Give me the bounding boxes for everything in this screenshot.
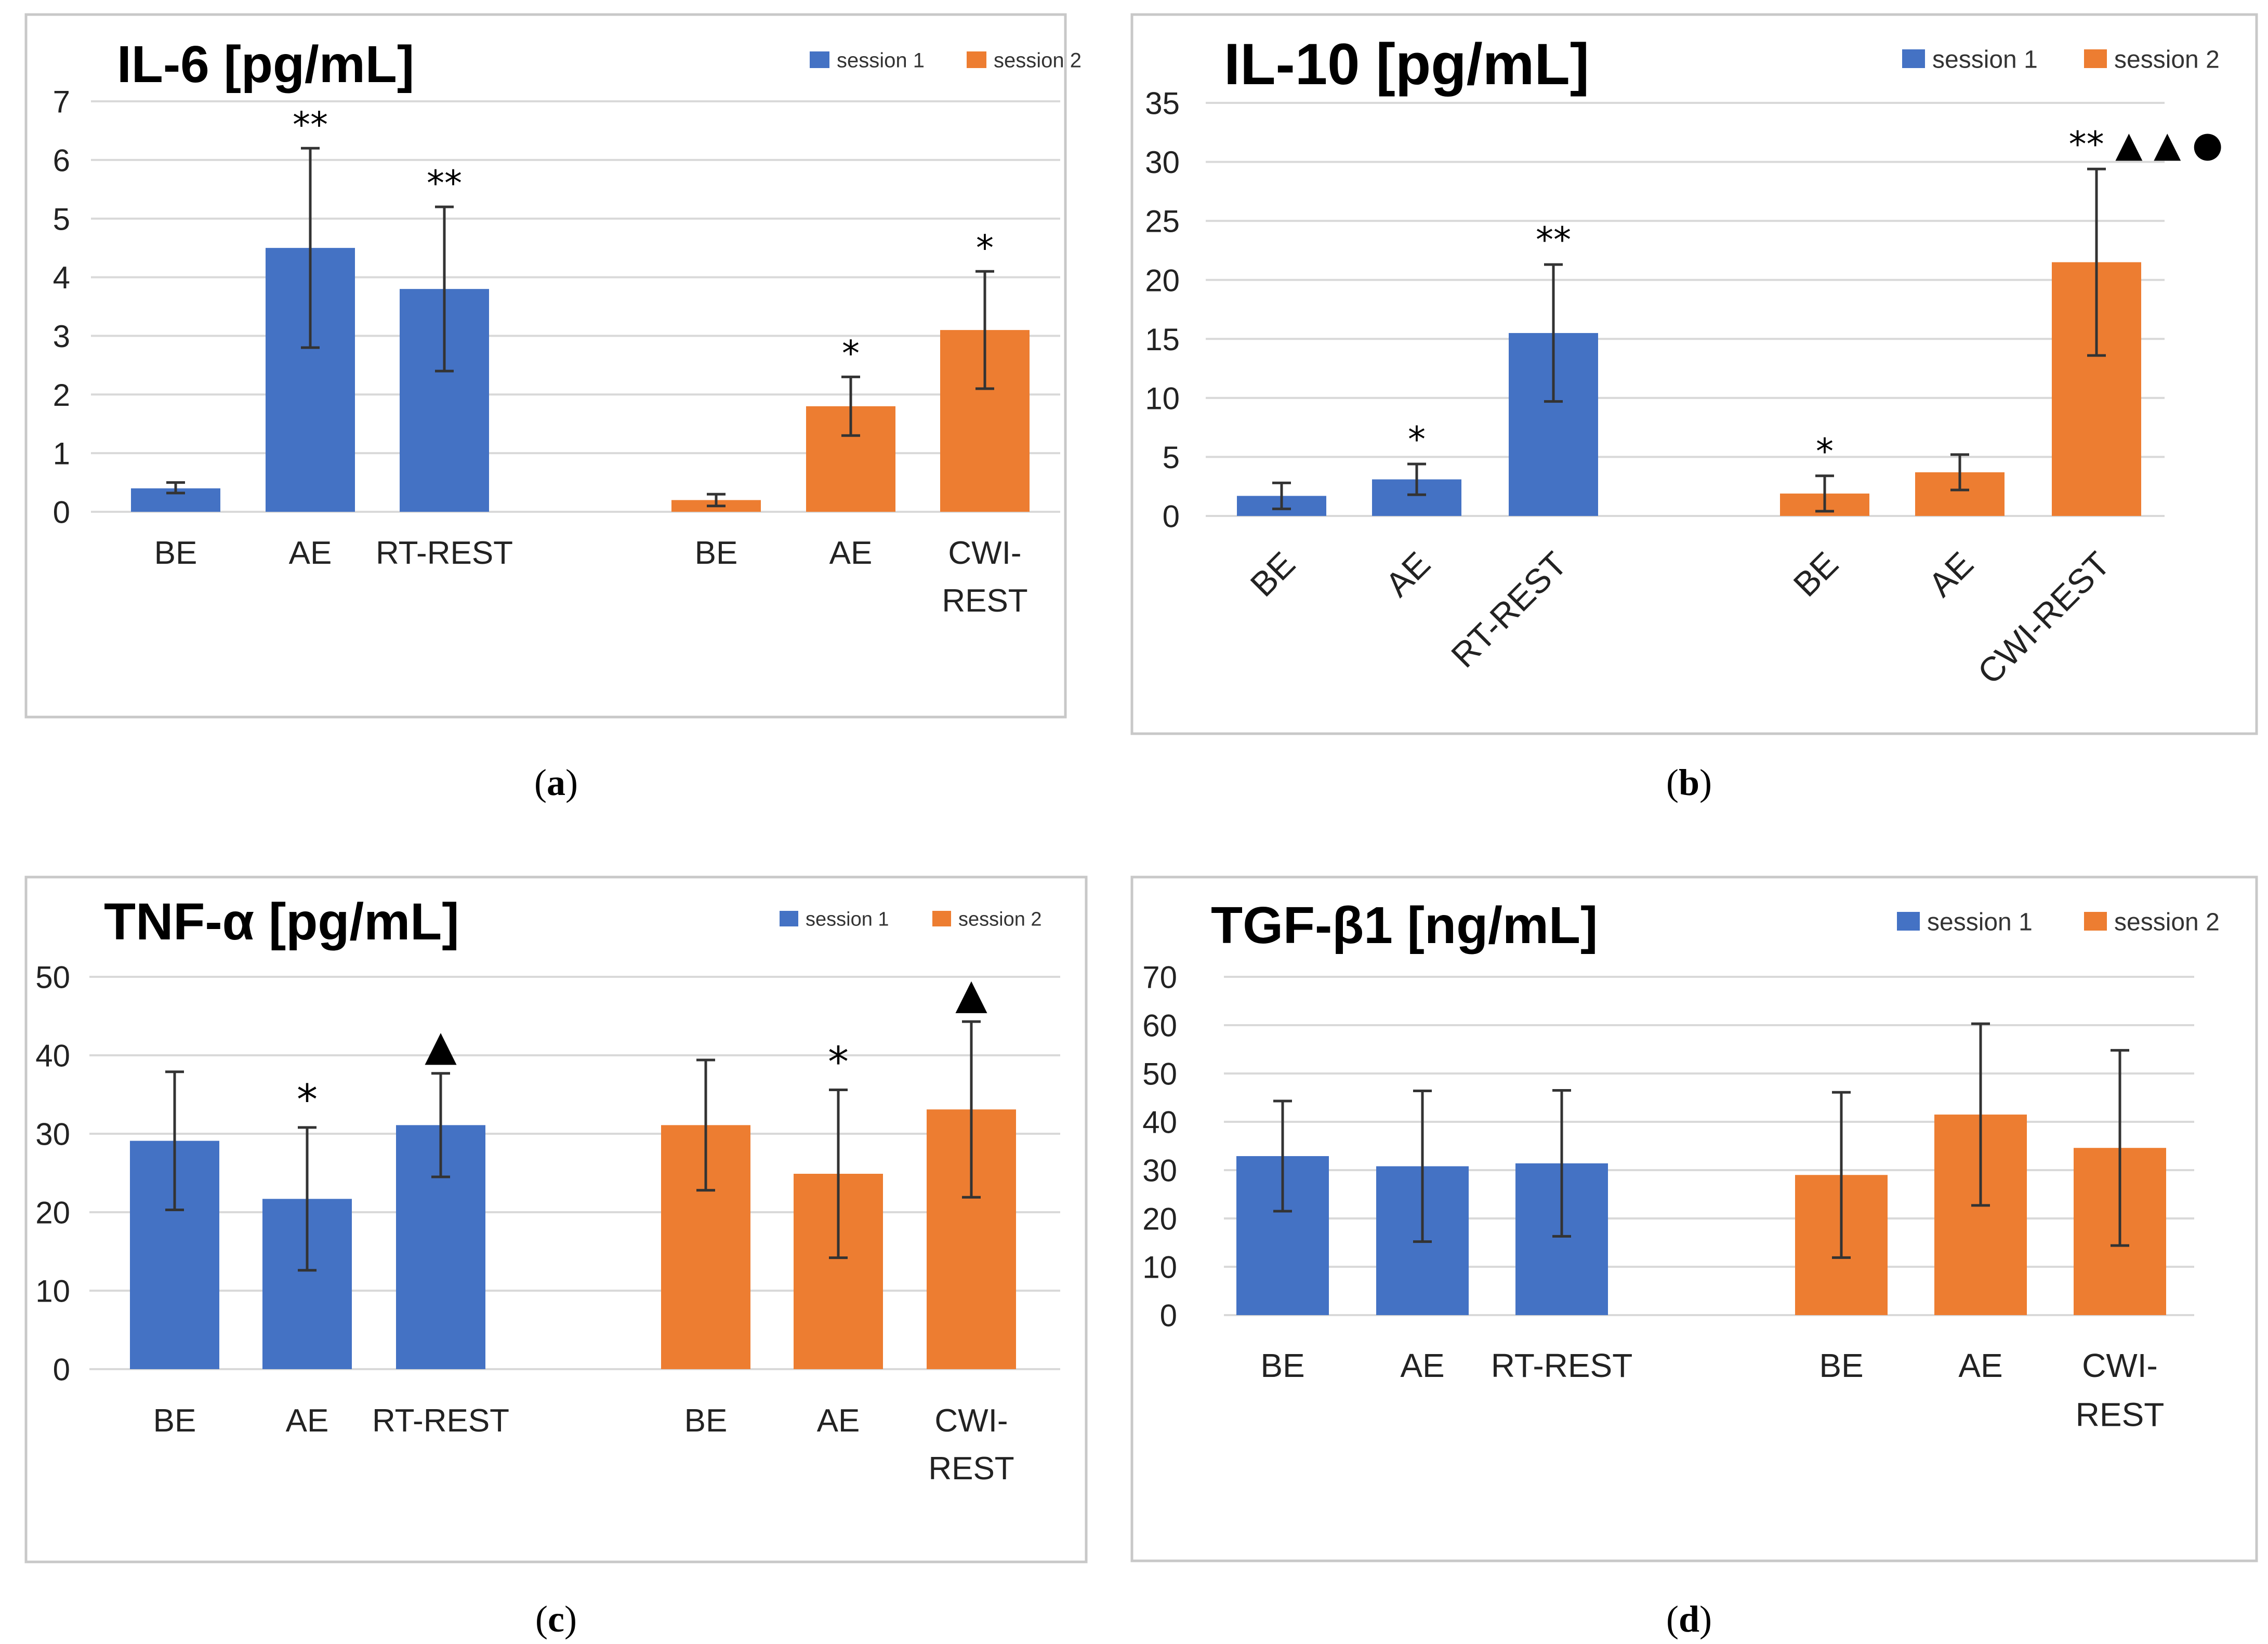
legend-swatch [1902, 49, 1925, 68]
x-tick-label: REST [942, 583, 1027, 619]
legend-label: session 1 [837, 49, 925, 72]
y-tick-label: 3 [53, 319, 70, 354]
significance-mark: ** ▲ ▲ ● [2069, 124, 2223, 165]
legend-swatch [810, 51, 829, 68]
x-tick-label: CWI- [948, 535, 1021, 571]
panel-caption: (d) [1666, 1598, 1712, 1640]
significance-mark: * [1816, 431, 1834, 472]
y-tick-label: 35 [1145, 86, 1180, 121]
x-tick-label: CWI- [2082, 1347, 2158, 1384]
panel-frame [24, 13, 1067, 719]
x-tick-label: AE [1958, 1347, 2002, 1384]
x-tick-label: CWI- [934, 1403, 1008, 1439]
panel-caption: (b) [1666, 762, 1712, 803]
y-tick-label: 2 [53, 378, 70, 413]
y-tick-label: 40 [35, 1039, 70, 1073]
significance-mark: * [1408, 419, 1426, 460]
legend-label: session 2 [994, 49, 1082, 72]
y-tick-label: 5 [53, 202, 70, 236]
legend-label: session 1 [806, 909, 889, 931]
legend-label: session 1 [1932, 46, 2038, 73]
chart-title: TGF-β1 [ng/mL] [1211, 896, 1598, 954]
y-tick-label: 4 [53, 260, 70, 295]
significance-mark: ▲ [955, 970, 987, 1018]
y-tick-label: 30 [1142, 1154, 1177, 1188]
legend-swatch [1897, 912, 1920, 931]
y-tick-label: 7 [53, 85, 70, 120]
chart-panel-b: 0 5 10 15 20 25 30 35 IL-10 [pg/mL] session 1 sess… [1130, 13, 2258, 803]
x-tick-label: BE [684, 1403, 728, 1439]
y-tick-label: 50 [35, 960, 70, 995]
significance-mark: * [828, 1038, 849, 1086]
x-tick-label: AE [1400, 1347, 1444, 1384]
y-tick-label: 0 [53, 1353, 70, 1387]
x-tick-label: BE [695, 535, 738, 571]
y-tick-label: 0 [1163, 499, 1180, 534]
x-tick-label: RT-REST [1491, 1347, 1633, 1384]
significance-mark: ▲ [425, 1022, 457, 1070]
y-tick-label: 70 [1142, 960, 1177, 995]
legend-label: session 2 [2114, 908, 2220, 936]
y-tick-label: 30 [35, 1117, 70, 1152]
y-tick-label: 5 [1163, 440, 1180, 475]
y-tick-label: 20 [35, 1196, 70, 1230]
chart-panel-a: 0 1 2 3 4 5 6 7 IL-6 [pg/mL] session 1 session 2 BE… [24, 13, 1082, 803]
chart-panel-c: 0 10 20 30 40 50 TNF-α [pg/mL] session 1 session… [24, 876, 1088, 1640]
y-tick-label: 15 [1145, 322, 1180, 357]
x-tick-label: RT-REST [376, 535, 513, 571]
significance-mark: ** [1536, 220, 1571, 261]
legend-swatch [967, 51, 986, 68]
y-tick-label: 6 [53, 143, 70, 178]
significance-mark: * [297, 1076, 318, 1124]
chart-title: IL-10 [pg/mL] [1224, 32, 1589, 97]
legend-swatch [2084, 49, 2107, 68]
x-tick-label: REST [928, 1451, 1014, 1487]
y-tick-label: 25 [1145, 204, 1180, 239]
x-tick-label: REST [2076, 1396, 2165, 1434]
y-tick-label: 40 [1142, 1105, 1177, 1140]
x-tick-label: RT-REST [372, 1403, 509, 1439]
legend-swatch [932, 911, 951, 926]
y-tick-label: 10 [35, 1274, 70, 1309]
x-tick-label: AE [829, 535, 873, 571]
legend-label: session 1 [1927, 908, 2033, 936]
y-tick-label: 50 [1142, 1057, 1177, 1092]
significance-mark: ** [427, 163, 462, 204]
x-tick-label: AE [289, 535, 332, 571]
y-tick-label: 0 [1160, 1298, 1177, 1333]
significance-mark: ** [293, 104, 328, 145]
significance-mark: * [842, 333, 860, 374]
x-tick-label: BE [1260, 1347, 1304, 1384]
chart-panel-d: 0 10 20 30 40 50 60 70 TGF-β1 [ng/mL] session 1 se… [1130, 876, 2258, 1640]
x-tick-label: AE [817, 1403, 860, 1439]
panel-caption: (c) [535, 1598, 577, 1640]
y-tick-label: 30 [1145, 145, 1180, 180]
legend-swatch [2084, 912, 2107, 931]
x-tick-label: BE [1819, 1347, 1863, 1384]
significance-mark: * [976, 228, 994, 269]
y-tick-label: 0 [53, 495, 70, 530]
y-tick-label: 1 [53, 436, 70, 471]
y-tick-label: 20 [1142, 1202, 1177, 1237]
chart-title: IL-6 [pg/mL] [117, 35, 414, 94]
x-tick-label: BE [154, 535, 197, 571]
y-tick-label: 60 [1142, 1009, 1177, 1043]
x-tick-label: AE [286, 1403, 329, 1439]
y-tick-label: 10 [1145, 381, 1180, 416]
legend-label: session 2 [2114, 46, 2220, 73]
legend-swatch [780, 911, 798, 926]
y-tick-label: 20 [1145, 263, 1180, 298]
legend-label: session 2 [958, 909, 1042, 931]
chart-title: TNF-α [pg/mL] [104, 893, 459, 951]
panel-caption: (a) [534, 762, 578, 803]
x-tick-label: BE [153, 1403, 196, 1439]
y-tick-label: 10 [1142, 1250, 1177, 1285]
